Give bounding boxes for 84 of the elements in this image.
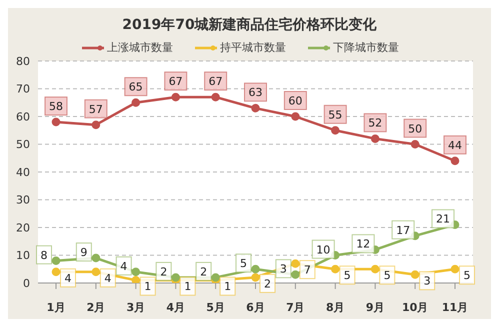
y-tick-label: 20 xyxy=(16,221,30,234)
data-label: 57 xyxy=(88,102,103,116)
y-tick-label: 0 xyxy=(23,276,30,290)
x-tick-label: 9月 xyxy=(366,300,385,314)
legend-label: 上涨城市数量 xyxy=(106,40,173,55)
y-tick-label: 70 xyxy=(16,82,30,96)
y-tick-label: 40 xyxy=(16,166,30,179)
point xyxy=(251,264,260,274)
data-label: 2 xyxy=(160,265,168,278)
data-label: 7 xyxy=(304,264,311,277)
data-label: 63 xyxy=(248,86,262,100)
data-label: 67 xyxy=(208,75,223,88)
point xyxy=(132,98,140,107)
point xyxy=(132,268,140,276)
data-label: 65 xyxy=(128,80,143,94)
point xyxy=(450,264,460,274)
data-label: 5 xyxy=(464,269,470,282)
data-label: 67 xyxy=(168,75,183,88)
x-tick-label: 2月 xyxy=(86,300,106,314)
data-label: 1 xyxy=(184,280,192,294)
x-tick-label: 6月 xyxy=(246,300,265,314)
data-label: 4 xyxy=(120,260,128,273)
data-label: 5 xyxy=(240,257,247,270)
data-label: 58 xyxy=(49,100,63,114)
data-label: 4 xyxy=(104,272,112,285)
x-tick-label: 3月 xyxy=(126,300,146,314)
point xyxy=(52,118,60,126)
point xyxy=(92,120,100,130)
data-label: 17 xyxy=(396,224,410,237)
x-tick-label: 5月 xyxy=(206,300,225,314)
point xyxy=(291,259,300,268)
point xyxy=(291,270,300,279)
point xyxy=(450,156,460,166)
point xyxy=(171,273,180,282)
y-tick-label: 60 xyxy=(16,110,30,124)
point xyxy=(171,92,180,102)
data-label: 10 xyxy=(316,243,330,256)
data-label: 50 xyxy=(408,122,422,136)
point xyxy=(331,264,340,274)
y-tick-label: 50 xyxy=(16,138,30,152)
point xyxy=(52,256,60,266)
point xyxy=(211,273,220,282)
data-label: 8 xyxy=(40,248,48,262)
point xyxy=(370,264,380,274)
y-tick-label: 30 xyxy=(16,194,30,207)
point xyxy=(92,254,100,262)
point xyxy=(132,276,140,283)
point xyxy=(291,112,300,121)
data-label: 60 xyxy=(288,94,302,108)
x-tick-label: 8月 xyxy=(326,300,345,314)
data-label: 9 xyxy=(80,246,88,260)
point xyxy=(410,270,420,279)
point xyxy=(410,140,420,148)
data-label: 2 xyxy=(200,265,208,278)
data-label: 44 xyxy=(448,138,462,152)
data-label: 4 xyxy=(64,272,72,285)
x-tick-label: 4月 xyxy=(166,300,186,314)
x-tick-label: 10月 xyxy=(402,300,428,314)
data-label: 12 xyxy=(356,238,370,251)
point xyxy=(331,126,340,135)
data-label: 21 xyxy=(436,212,450,226)
legend-label: 下降城市数量 xyxy=(332,40,399,55)
x-tick-label: 1月 xyxy=(46,300,66,314)
y-tick-label: 80 xyxy=(16,54,30,68)
data-label: 5 xyxy=(384,269,391,282)
data-label: 55 xyxy=(328,108,342,122)
point xyxy=(211,92,220,102)
data-label: 2 xyxy=(264,277,271,290)
point xyxy=(52,268,60,276)
point xyxy=(251,273,260,282)
chart-title: 2019年70城新建商品住宅价格环比变化 xyxy=(121,16,378,34)
data-label: 3 xyxy=(280,262,287,276)
data-label: 1 xyxy=(144,280,152,294)
point xyxy=(251,104,260,112)
point xyxy=(370,134,380,143)
point xyxy=(92,268,100,276)
data-label: 1 xyxy=(224,280,232,294)
data-label: 52 xyxy=(368,116,382,130)
y-tick-label: 10 xyxy=(16,249,30,262)
data-label: 5 xyxy=(344,269,351,282)
legend-label: 持平城市数量 xyxy=(219,40,286,55)
x-tick-label: 7月 xyxy=(286,300,305,314)
data-label: 3 xyxy=(424,274,431,288)
x-tick-label: 11月 xyxy=(442,300,468,314)
